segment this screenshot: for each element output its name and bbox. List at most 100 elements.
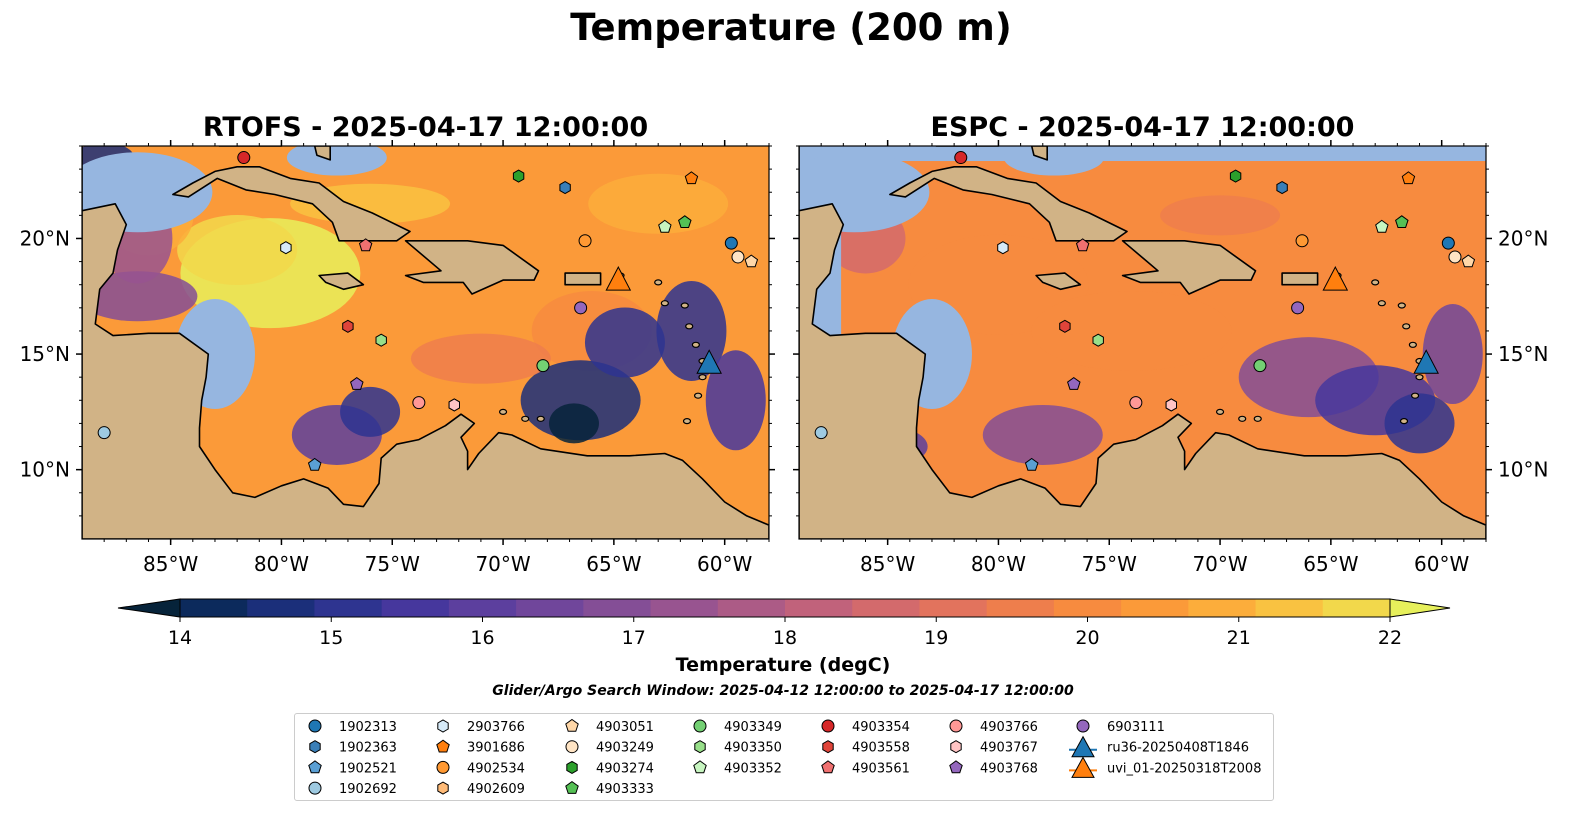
colorbar-segment: [1255, 599, 1324, 617]
colorbar-segment: [247, 599, 315, 617]
legend-marker-4903561: [821, 760, 835, 774]
temperature-patch: [177, 215, 298, 286]
marker-6903111: [574, 301, 588, 315]
colorbar-tick-label: 18: [773, 627, 797, 649]
land-hispaniola: [1121, 240, 1257, 295]
x-tick-label: 80°W: [254, 552, 309, 576]
island: [1402, 323, 1411, 330]
island: [1238, 415, 1247, 422]
temperature-patch: [1422, 304, 1483, 405]
legend-marker-4903558: [822, 740, 834, 754]
temperature-patch: [1160, 195, 1281, 236]
marker-4903051: [1461, 254, 1476, 268]
marker-4903767: [448, 398, 460, 412]
island: [536, 415, 545, 422]
legend-label: 4903249: [596, 741, 654, 756]
legend-label: 3901686: [467, 741, 525, 756]
colorbar-extend-low: [117, 598, 181, 618]
island: [698, 374, 707, 381]
legend-label: 4903767: [980, 741, 1038, 756]
land-cuba: [172, 165, 411, 242]
marker-4903051: [744, 254, 759, 268]
legend-label: 6903111: [1107, 720, 1165, 735]
colorbar: 14 15 16 17 18 19 20 21 22: [117, 598, 1451, 649]
x-tick-label: 60°W: [1414, 552, 1469, 576]
marker-4903766: [412, 396, 426, 410]
colorbar-segment: [1188, 599, 1257, 617]
colorbar-tick-label: 19: [924, 627, 948, 649]
colorbar-segment: [516, 599, 584, 617]
marker-4903274: [512, 169, 525, 183]
colorbar-tick-label: 17: [622, 627, 646, 649]
marker-uvi_01-20250318T2008: [1322, 266, 1349, 291]
panel-title-espc: ESPC - 2025-04-17 12:00:00: [930, 112, 1355, 143]
temperature-patch: [82, 271, 198, 322]
y-tick-label: 20°N: [1498, 226, 1548, 250]
legend-marker-uvi_01-20250318T2008: [1071, 756, 1095, 778]
x-tick-label: 65°W: [586, 552, 641, 576]
legend-marker-4903352: [693, 760, 707, 774]
legend-marker-4903350: [694, 740, 706, 754]
y-tick-label: 10°N: [20, 458, 70, 482]
axis-ticks: 85°W 80°W 75°W 70°W 65°W 60°W 20°N 15°N 10°N 85°W…: [20, 140, 1548, 576]
colorbar-label: Temperature (degC): [675, 654, 891, 676]
marker-4903766: [1129, 396, 1143, 410]
x-tick-label: 70°W: [1192, 552, 1247, 576]
map-panel-espc: [798, 145, 1487, 540]
colorbar-segment: [583, 599, 652, 617]
temperature-patch: [340, 386, 401, 437]
marker-1902521: [1024, 457, 1039, 471]
marker-1902692: [97, 426, 111, 440]
island: [1410, 392, 1420, 399]
land-hispaniola: [404, 240, 540, 295]
land-cuba: [889, 165, 1128, 242]
colorbar-segment: [650, 599, 719, 617]
island: [654, 279, 663, 286]
marker-1902363: [559, 181, 571, 195]
y-tick-label: 10°N: [1498, 458, 1548, 482]
island: [1397, 302, 1406, 309]
colorbar-tick-label: 16: [470, 627, 494, 649]
marker-ru36-20250408T1846: [696, 349, 722, 374]
marker-4903558: [342, 319, 354, 333]
legend-marker-4903766: [949, 719, 963, 733]
marker-4902534: [578, 234, 592, 248]
land-yucatan: [82, 146, 769, 539]
marker-4903561: [358, 238, 373, 252]
land-yucatan: [799, 146, 1486, 539]
legend-label: 1902521: [339, 761, 397, 776]
marker-4903558: [1059, 319, 1071, 333]
legend-label: 1902313: [339, 720, 397, 735]
marker-6903111: [1291, 301, 1305, 315]
colorbar-segment: [1053, 599, 1122, 617]
island: [693, 392, 703, 399]
marker-1902521: [307, 457, 322, 471]
colorbar-segment: [986, 599, 1055, 617]
temperature-patch: [1031, 290, 1232, 371]
marker-4903352: [658, 219, 672, 233]
legend-marker-2903766: [437, 719, 449, 733]
colorbar-segment: [785, 599, 853, 617]
island: [691, 341, 700, 348]
legend-label: 4902534: [467, 761, 525, 776]
legend-label: uvi_01-20250318T2008: [1107, 761, 1261, 776]
marker-uvi_01-20250318T2008: [605, 266, 632, 291]
temperature-patch: [588, 173, 729, 234]
legend-marker-4903349: [693, 719, 707, 733]
colorbar-extend-high: [1389, 598, 1451, 618]
marker-4903350: [1092, 333, 1104, 347]
colorbar-segment: [1322, 599, 1391, 617]
x-tick-label: 70°W: [475, 552, 530, 576]
legend-marker-1902521: [308, 760, 322, 774]
map-panel-rtofs: [81, 145, 770, 540]
colorbar-segment: [1121, 599, 1189, 617]
temperature-patch: [1384, 393, 1455, 454]
marker-4903352: [1375, 219, 1389, 233]
marker-2903766: [997, 241, 1009, 255]
legend-marker-3901686: [436, 739, 450, 753]
island: [1408, 341, 1417, 348]
colorbar-segment: [717, 599, 786, 617]
legend-label: ru36-20250408T1846: [1107, 741, 1249, 756]
x-tick-label: 65°W: [1303, 552, 1358, 576]
colorbar-segment: [314, 599, 383, 617]
